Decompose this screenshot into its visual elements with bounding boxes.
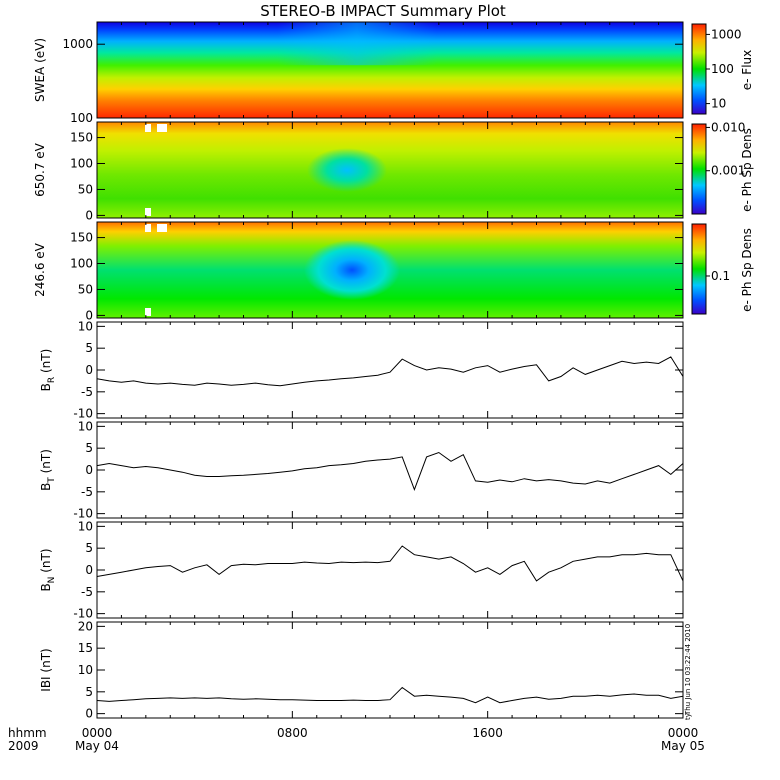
x-tick-label-date: May 05 [661,739,705,753]
y-tick-label: -5 [81,385,93,399]
colorbar-label: e- Ph Sp Dens [740,128,754,212]
y-tick-label: 10 [78,663,93,677]
data-gap [145,224,151,232]
y-tick-label: 5 [85,341,93,355]
field-series-line [96,686,684,704]
data-gap [145,124,151,132]
y-axis-label: 650.7 eV [33,142,47,197]
y-tick-label: 100 [70,111,93,125]
panel-7: IBI (nT) 20 15 10 5 0 [39,619,684,721]
data-gap [145,308,151,316]
colorbar [691,223,707,315]
y-tick-label: 10 [78,419,93,433]
x-tick-label-time: 1600 [472,726,503,740]
panel-4: BR (nT) 10 5 0 -5 -10 [39,319,684,421]
spectrogram-feature [307,148,387,192]
x-year-label: 2009 [8,739,39,753]
y-axis-label: IBI (nT) [39,648,53,691]
y-tick-label: 0 [85,463,93,477]
colorbar-label: e- Flux [740,50,754,90]
colorbar-tick-label: 0.001 [711,164,745,178]
colorbar-label: e- Ph Sp Dens [740,228,754,312]
data-gap [145,208,151,216]
colorbar [691,23,707,115]
colorbar-tick-label: 0.010 [711,120,745,134]
colorbar-tick-label: 0.1 [711,269,730,283]
x-tick-label-date: May 04 [75,739,119,753]
panel-6: BN (nT) 10 5 0 -5 -10 [39,519,684,621]
y-tick-label: 5 [85,541,93,555]
x-unit-label: hhmm [8,726,47,740]
panel-frame [96,321,684,419]
field-series-line [96,545,684,582]
x-tick-label-time: 0000 [82,726,113,740]
y-axis-label: 246.6 eV [33,242,47,297]
panel-5: BT (nT) 10 5 0 -5 -10 [39,419,684,521]
y-axis-label: BR (nT) [39,349,57,392]
y-tick-label: -10 [73,407,93,421]
y-tick-label: 100 [70,257,93,271]
y-tick-label: -5 [81,585,93,599]
data-gap [157,124,167,132]
panel-frame [96,421,684,519]
x-tick-label-time: 0000 [668,726,699,740]
panel-frame [96,621,684,719]
y-tick-label: 15 [78,641,93,655]
stamp-id: ty [684,713,692,720]
y-axis-label: BT (nT) [39,449,57,491]
data-gap [157,224,167,232]
colorbar-tick-label: 1000 [711,27,742,41]
colorbar-tick-label: 100 [711,62,734,76]
colorbar-tick-label: 10 [711,97,726,111]
y-tick-label: 100 [70,157,93,171]
y-tick-label: 50 [78,282,93,296]
y-tick-label: 0 [85,308,93,322]
spectrogram-feature [304,240,400,300]
y-tick-label: 0 [85,363,93,377]
panel-3: 0.1 e- Ph Sp Dens 246.6 eV 150 100 50 0 [33,221,754,322]
y-tick-label: -5 [81,485,93,499]
x-tick-label-time: 0800 [277,726,308,740]
y-tick-label: 20 [78,619,93,633]
y-axis-label: BN (nT) [39,548,57,591]
y-tick-label: 1000 [62,37,93,51]
field-series-line [96,451,684,492]
y-tick-label: 0 [85,563,93,577]
y-tick-label: 150 [70,231,93,245]
panel-frame [96,521,684,619]
y-tick-label: 0 [85,707,93,721]
y-tick-label: -10 [73,607,93,621]
y-tick-label: 150 [70,131,93,145]
y-tick-label: 0 [85,208,93,222]
y-tick-label: -10 [73,507,93,521]
timestamp-stamp: Thu Jun 10 03:22:44 2010 [684,624,692,716]
y-tick-label: 5 [85,441,93,455]
y-axis-label: SWEA (eV) [33,38,47,102]
spectrogram-dip [277,22,437,66]
figure-title: STEREO-B IMPACT Summary Plot [260,2,506,20]
y-tick-label: 10 [78,319,93,333]
y-tick-label: 5 [85,685,93,699]
y-tick-label: 10 [78,519,93,533]
colorbar [691,123,707,215]
y-tick-label: 50 [78,182,93,196]
panel-1: 1000 100 10 e- Flux SWEA (eV) 1000 100 [33,21,754,125]
field-series-line [96,356,684,387]
spectrogram-fill [97,122,683,218]
